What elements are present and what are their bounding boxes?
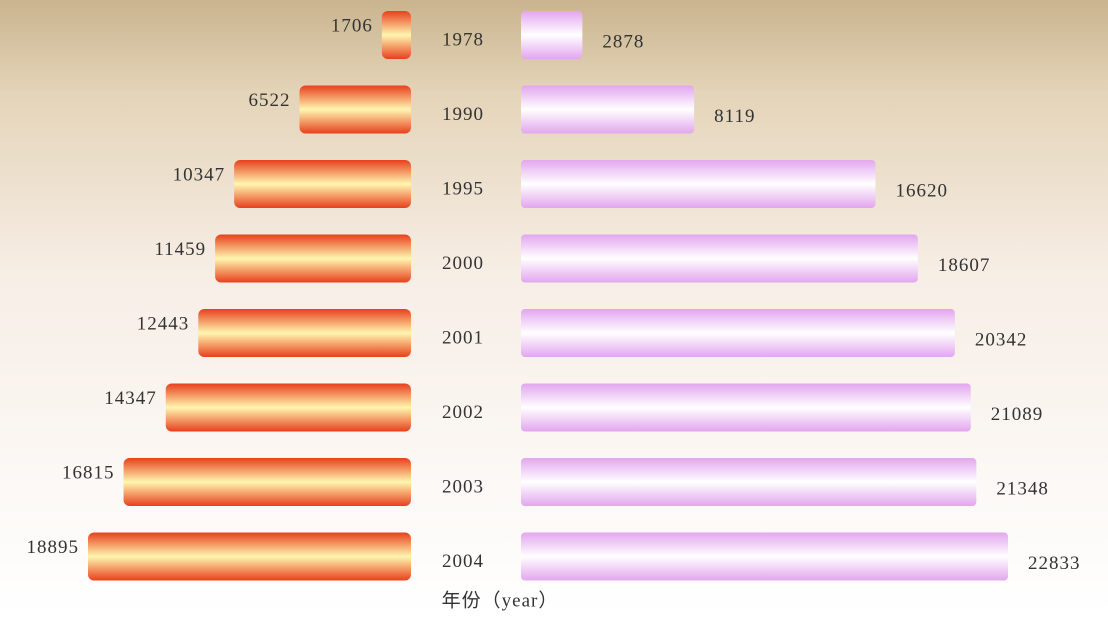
value-label: 8119 [714, 106, 755, 127]
value-label: 2878 [602, 31, 644, 52]
bar [88, 532, 411, 581]
x-axis-label: 年份（year） [442, 589, 559, 611]
category-label: 2000 [442, 253, 484, 274]
category-label: 1995 [442, 178, 484, 199]
category-label: 1990 [442, 104, 484, 125]
bar [521, 309, 955, 357]
value-label: 12443 [137, 313, 190, 334]
value-label: 18895 [27, 537, 80, 558]
bar [521, 532, 1008, 581]
bar [123, 458, 412, 506]
value-label: 18607 [938, 255, 991, 276]
category-label: 2001 [442, 327, 484, 348]
value-label: 6522 [249, 90, 291, 111]
category-label: 1978 [442, 29, 484, 50]
bar [234, 160, 411, 208]
bar [521, 458, 977, 506]
category-label: 2003 [442, 476, 484, 497]
value-label: 20342 [975, 329, 1028, 350]
bar [165, 383, 411, 432]
bar [299, 85, 411, 134]
value-label: 21089 [991, 404, 1044, 425]
bar [521, 85, 695, 134]
value-label: 22833 [1028, 553, 1081, 574]
category-label: 2004 [442, 551, 484, 572]
bar [521, 11, 583, 59]
bar [215, 234, 411, 283]
value-label: 1706 [331, 15, 373, 36]
bar [381, 11, 411, 59]
category-label: 2002 [442, 402, 484, 423]
value-label: 14347 [104, 388, 157, 409]
bar [521, 234, 918, 283]
value-label: 16815 [62, 462, 115, 483]
bar [521, 383, 971, 432]
bar [198, 309, 411, 357]
value-label: 11459 [154, 239, 206, 260]
value-label: 16620 [895, 180, 948, 201]
bar [521, 160, 876, 208]
value-label: 10347 [173, 164, 226, 185]
value-label: 21348 [996, 478, 1049, 499]
